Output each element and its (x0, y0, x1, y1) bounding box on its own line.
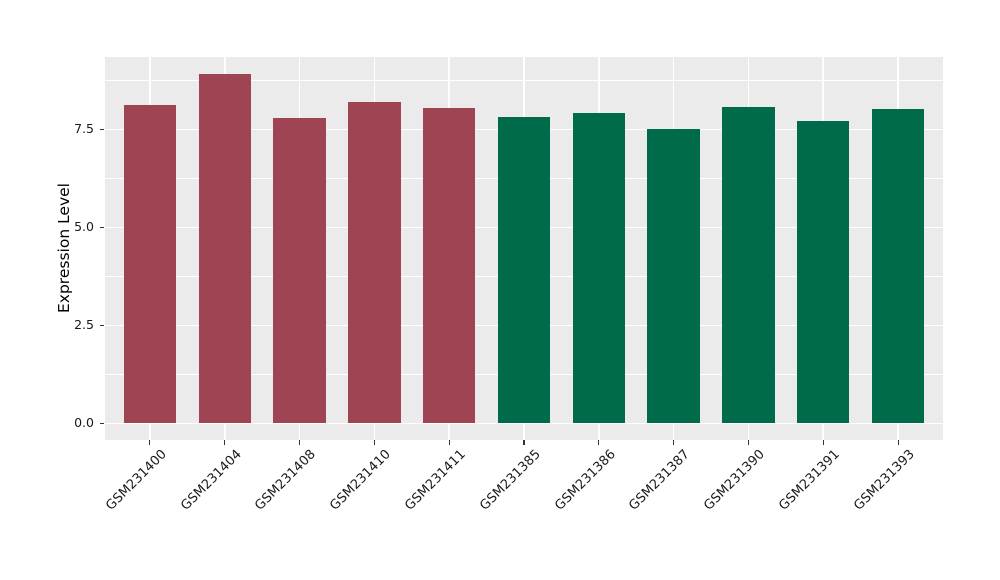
x-tick-label: GSM231411 (402, 447, 469, 514)
y-axis-title: Expression Level (55, 183, 73, 314)
x-tick-label: GSM231410 (327, 447, 394, 514)
x-tick-mark (448, 440, 450, 445)
x-tick-label: GSM231390 (701, 447, 769, 514)
bar-GSM231411 (422, 108, 476, 424)
x-tick-mark (523, 440, 525, 445)
bar-GSM231393 (871, 108, 925, 424)
x-tick-mark (298, 440, 301, 445)
x-tick-mark (822, 440, 824, 445)
x-tick-mark (747, 440, 750, 445)
bar-GSM231404 (198, 74, 251, 424)
x-tick-label: GSM231400 (102, 447, 170, 514)
x-tick-label: GSM231391 (776, 447, 843, 514)
y-tick-mark (99, 128, 104, 130)
bar-GSM231410 (348, 101, 401, 424)
x-tick-mark (598, 440, 600, 445)
bar-GSM231386 (572, 113, 625, 424)
x-tick-label: GSM231408 (252, 447, 320, 514)
x-tick-label: GSM231385 (477, 447, 544, 514)
bar-GSM231387 (647, 129, 700, 424)
bar-GSM231390 (722, 106, 775, 424)
y-tick-mark (99, 324, 104, 326)
x-tick-label: GSM231387 (626, 447, 694, 514)
bar-GSM231400 (123, 104, 177, 424)
bar-GSM231408 (273, 118, 326, 424)
bar-GSM231385 (497, 117, 551, 424)
x-tick-mark (897, 440, 899, 445)
y-tick-label: 2.5 (74, 317, 94, 333)
bar-GSM231391 (797, 121, 850, 424)
plot-panel (105, 57, 943, 440)
x-tick-mark (149, 440, 151, 445)
y-tick-label: 7.5 (74, 121, 94, 137)
y-tick-label: 5.0 (74, 219, 94, 235)
x-tick-label: GSM231404 (177, 447, 245, 514)
y-tick-label: 0.0 (74, 415, 94, 431)
x-tick-label: GSM231386 (551, 447, 619, 514)
x-tick-mark (373, 440, 375, 445)
y-tick-mark (99, 422, 104, 424)
x-tick-label: GSM231393 (851, 447, 918, 514)
y-tick-mark (99, 226, 104, 228)
x-tick-mark (224, 440, 226, 445)
x-tick-mark (673, 440, 675, 445)
